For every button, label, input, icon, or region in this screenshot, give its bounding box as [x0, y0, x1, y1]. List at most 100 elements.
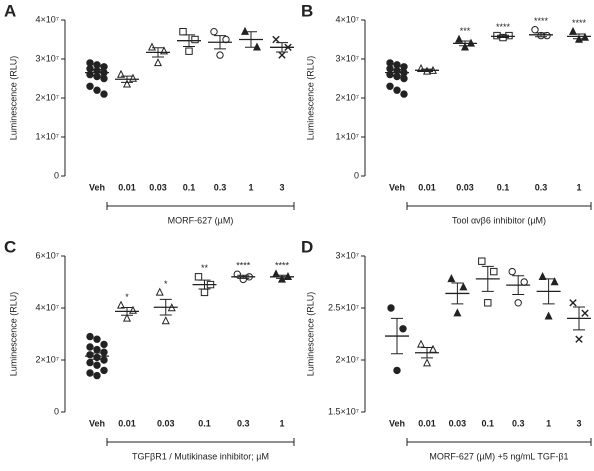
- point: [86, 82, 94, 91]
- y-tick-label: 6×10⁷: [35, 250, 59, 260]
- point: [86, 369, 94, 377]
- x-tick-label: 0.1: [497, 182, 510, 192]
- x-axis-label: MORF-627 (µM) +5 ng/mL TGF-β1: [429, 451, 568, 461]
- y-axis-label: Luminescence (RLU): [305, 292, 315, 377]
- x-tick-label: 0.01: [118, 182, 136, 192]
- y-tick-label: 0: [354, 170, 359, 180]
- point: [581, 309, 589, 317]
- point: [86, 332, 94, 341]
- bracket: [406, 438, 592, 446]
- panel: A Luminescence (RLU) 0 1×10⁷ 2×10⁷ 3×10⁷ 4×10⁷…: [4, 1, 295, 225]
- bracket: [106, 438, 295, 446]
- panel-letter: B: [301, 1, 313, 20]
- error-bar: [198, 279, 211, 290]
- x-axis-label: Tool αvβ6 inhibitor (µM): [452, 215, 546, 225]
- error-bar: [573, 33, 585, 40]
- point: [100, 340, 108, 349]
- error-bar: [497, 34, 509, 39]
- y-tick-label: 3×10⁷: [35, 53, 59, 63]
- point: [514, 299, 522, 307]
- point: [550, 277, 559, 286]
- point: [191, 35, 199, 44]
- point: [400, 74, 408, 83]
- error-bar: [183, 34, 195, 48]
- error-bar: [237, 274, 250, 279]
- point: [179, 28, 187, 36]
- x-tick-label: 0.01: [418, 418, 436, 428]
- x-tick-label: 3: [576, 418, 581, 428]
- x-tick-label: 1: [248, 182, 253, 192]
- significance: **: [201, 263, 209, 273]
- error-bar: [159, 298, 172, 316]
- point: [459, 282, 468, 291]
- y-axis-label: Luminescence (RLU): [8, 56, 18, 141]
- point: [86, 358, 94, 367]
- error-bar: [512, 275, 525, 295]
- point: [194, 273, 203, 281]
- x-tick-label: 0.1: [482, 418, 495, 428]
- y-tick-label: 3×10⁷: [335, 250, 359, 260]
- point: [93, 371, 101, 380]
- point: [447, 274, 456, 283]
- point: [387, 304, 395, 312]
- error-bar: [421, 68, 433, 72]
- point: [210, 28, 218, 36]
- y-tick-label: 4×10⁷: [35, 302, 59, 312]
- y-axis-label: Luminescence (RLU): [8, 292, 18, 377]
- error-bar: [451, 282, 464, 305]
- point: [575, 335, 583, 343]
- significance: ****: [275, 261, 290, 271]
- point: [460, 42, 470, 51]
- x-tick-label: 0.03: [149, 182, 167, 192]
- y-tick-label: 4×10⁷: [35, 14, 59, 24]
- point: [93, 345, 101, 354]
- significance: *: [125, 292, 129, 302]
- significance: ****: [572, 18, 587, 28]
- y-tick-label: 1.5×10⁷: [328, 406, 359, 416]
- point: [185, 47, 193, 55]
- point: [393, 366, 401, 375]
- error-bar: [421, 347, 433, 359]
- point: [538, 271, 547, 280]
- error-bar: [214, 35, 226, 50]
- error-bar: [391, 317, 403, 355]
- point: [93, 361, 101, 369]
- bracket: [406, 202, 592, 210]
- point: [478, 257, 486, 265]
- point: [271, 269, 281, 278]
- y-tick-label: 0: [54, 406, 59, 416]
- error-bar: [542, 278, 555, 305]
- point: [399, 325, 407, 333]
- y-tick-label: 2×10⁷: [35, 92, 59, 102]
- error-bar: [91, 352, 103, 360]
- y-tick-label: 2×10⁷: [335, 92, 359, 102]
- significance: ****: [236, 261, 251, 271]
- point: [508, 267, 516, 276]
- point: [200, 288, 209, 297]
- panel-letter: A: [4, 1, 16, 20]
- panel-letter: D: [301, 237, 313, 256]
- error-bar: [121, 306, 133, 316]
- point: [453, 308, 462, 317]
- x-tick-label: 0.3: [214, 182, 227, 192]
- point: [100, 348, 108, 356]
- point: [100, 356, 108, 364]
- point: [277, 274, 287, 283]
- x-tick-label: Veh: [89, 182, 105, 192]
- y-tick-label: 3×10⁷: [335, 53, 359, 63]
- y-tick-label: 2×10⁷: [35, 354, 59, 364]
- point: [531, 26, 539, 34]
- point: [122, 313, 132, 322]
- point: [272, 35, 280, 44]
- x-tick-label: 3: [279, 182, 284, 192]
- point: [569, 299, 577, 307]
- point: [216, 51, 224, 59]
- y-tick-label: 1×10⁷: [335, 131, 359, 141]
- point: [416, 339, 426, 348]
- significance: ****: [496, 22, 511, 32]
- x-tick-label: 0.1: [198, 418, 211, 428]
- x-tick-label: 1: [279, 418, 284, 428]
- x-tick-label: 0.3: [535, 182, 548, 192]
- point: [116, 300, 126, 309]
